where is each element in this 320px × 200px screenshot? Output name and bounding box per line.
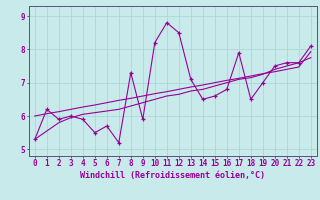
X-axis label: Windchill (Refroidissement éolien,°C): Windchill (Refroidissement éolien,°C) [80, 171, 265, 180]
